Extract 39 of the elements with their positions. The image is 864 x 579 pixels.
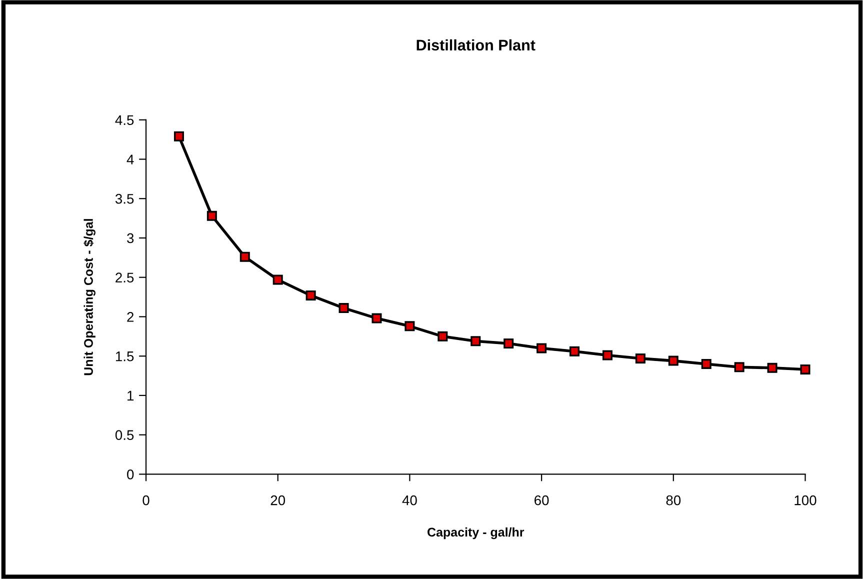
x-axis-title: Capacity - gal/hr: [428, 527, 524, 540]
point: [536, 343, 547, 354]
y-tick-label: 1.5: [116, 352, 134, 362]
x-tick-label: 40: [402, 495, 417, 506]
y-tick-label: 2.5: [116, 272, 134, 283]
point: [635, 353, 646, 364]
x-tick-label: 20: [270, 495, 286, 506]
point: [306, 290, 316, 300]
y-tick-label: 0: [127, 470, 134, 480]
x-tick-label: 0: [142, 495, 150, 506]
point: [338, 303, 349, 314]
point: [668, 356, 678, 366]
point: [504, 338, 514, 348]
point: [767, 362, 778, 373]
x-tick-label: 80: [666, 495, 681, 506]
y-tick-label: 1: [128, 390, 134, 400]
point: [206, 210, 217, 221]
point: [372, 313, 382, 324]
y-tick-label: 0.5: [115, 430, 134, 440]
point: [272, 274, 283, 285]
y-tick-label: 2: [127, 312, 134, 322]
point: [701, 358, 712, 369]
point: [570, 346, 580, 356]
point: [470, 336, 481, 346]
y-tick-label: 3.5: [115, 194, 134, 204]
point: [404, 321, 415, 332]
chart-title: Distillation Plant: [416, 39, 536, 51]
point: [240, 252, 250, 262]
point: [734, 362, 744, 372]
point: [800, 364, 810, 374]
point: [438, 331, 448, 342]
point: [174, 131, 184, 142]
y-tick-label: 4.5: [115, 115, 134, 126]
y-axis-title: Unit Operating Cost - $/gal: [84, 219, 96, 376]
y-tick-label: 3: [127, 233, 134, 244]
point: [602, 350, 612, 360]
x-tick-label: 100: [794, 495, 816, 506]
y-tick-label: 4: [126, 154, 134, 164]
x-tick-label: 60: [534, 495, 549, 506]
